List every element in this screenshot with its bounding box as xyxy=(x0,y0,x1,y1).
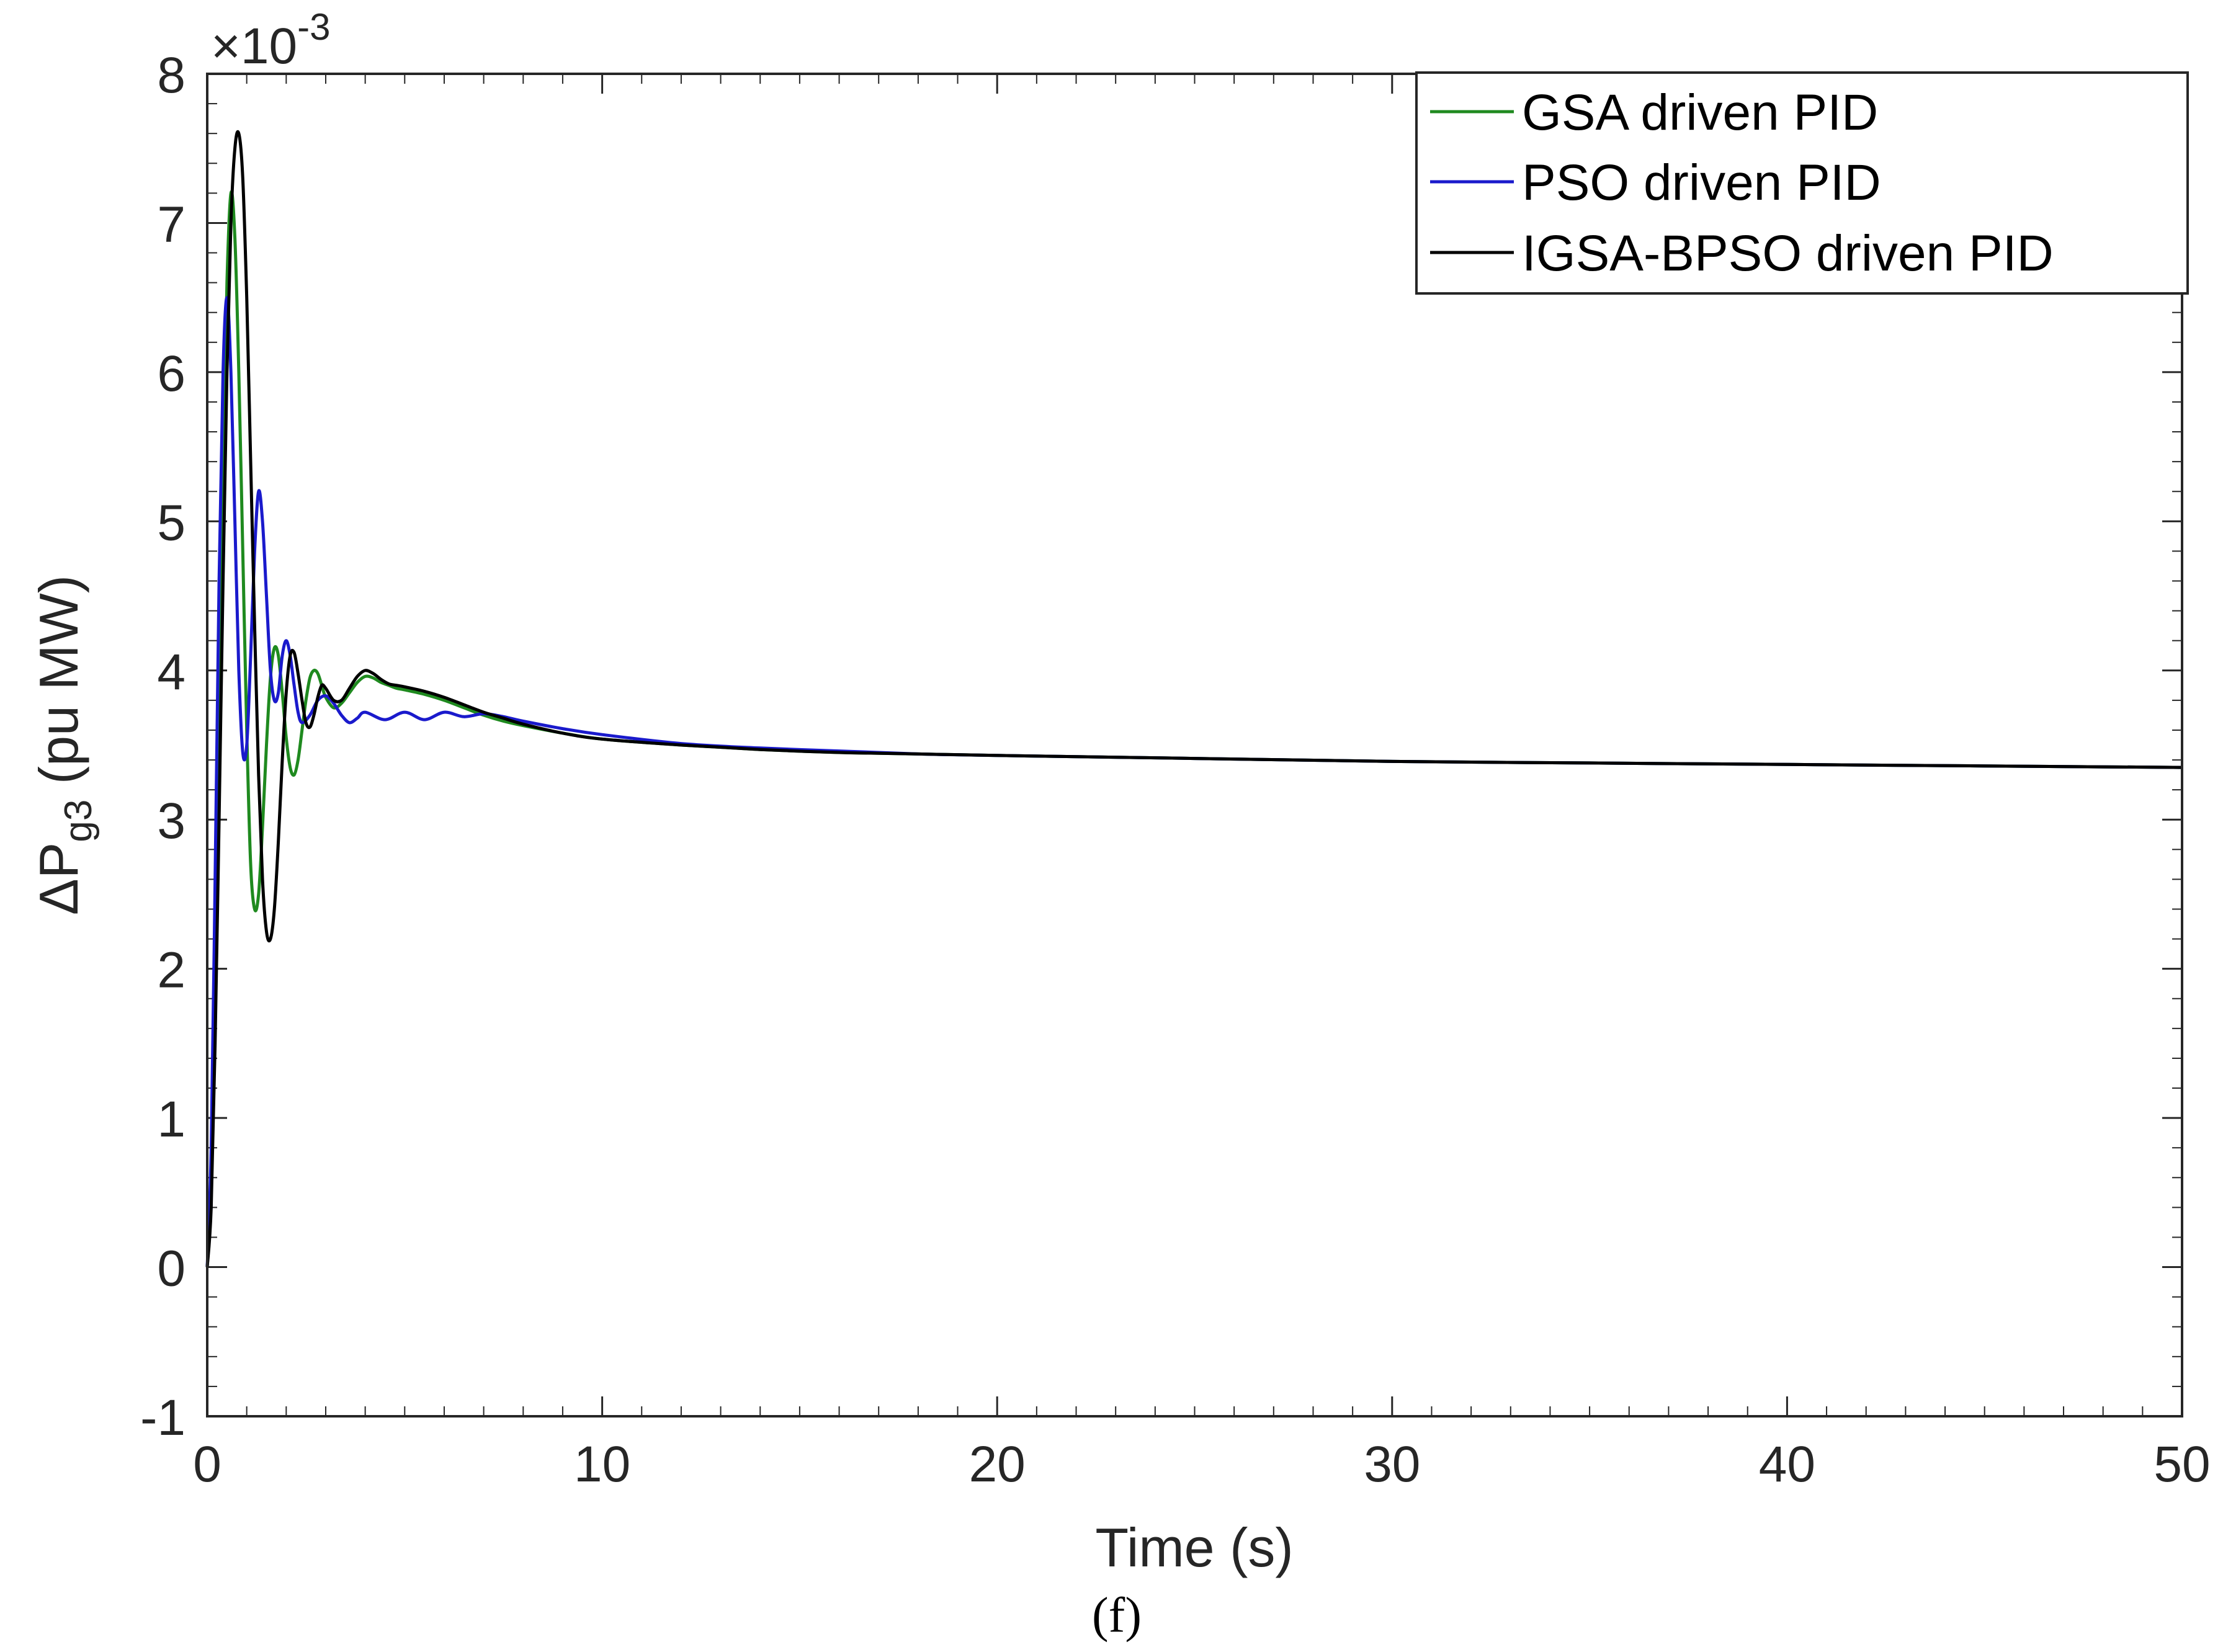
plot-area-border xyxy=(206,73,2183,1418)
legend-box xyxy=(1415,71,2189,295)
figure-caption: (f) xyxy=(1092,1588,1142,1643)
x-axis-label: Time (s) xyxy=(1095,1517,1293,1578)
x-tick-label: 20 xyxy=(969,1436,1026,1493)
y-tick-label: 8 xyxy=(157,47,186,104)
y-tick-label: 3 xyxy=(157,793,186,849)
y-tick-label: -1 xyxy=(140,1390,186,1446)
exponent-power: -3 xyxy=(297,6,330,48)
x-tick-label: 0 xyxy=(193,1436,221,1493)
x-tick-label: 10 xyxy=(574,1436,630,1493)
legend-label-gsa: GSA driven PID xyxy=(1522,84,1878,141)
series-lines xyxy=(205,130,2183,1267)
y-tick-label: 0 xyxy=(157,1241,186,1297)
y-tick-label: 7 xyxy=(157,196,186,252)
y-axis-label: ΔPg3 (pu MW) xyxy=(28,575,100,915)
legend: GSA driven PID PSO driven PID IGSA-BPSO … xyxy=(1415,71,2189,295)
x-tick-label: 50 xyxy=(2154,1436,2210,1493)
y-axis-label-main: ΔP xyxy=(28,842,89,915)
x-tick-label: 40 xyxy=(1759,1436,1815,1493)
y-axis-label-unit: (pu MW) xyxy=(28,575,89,800)
x-tick-labels: 0 10 20 30 40 50 xyxy=(193,1436,2210,1493)
y-tick-label: 5 xyxy=(157,494,186,551)
exponent-label: ×10-3 xyxy=(211,6,330,74)
y-tick-labels: -1 0 1 2 3 4 5 6 7 8 xyxy=(140,47,186,1446)
series-line-2 xyxy=(205,130,2183,1267)
y-axis-label-sub: g3 xyxy=(57,800,100,842)
y-tick-label: 4 xyxy=(157,644,186,700)
legend-label-igsa-bpso: IGSA-BPSO driven PID xyxy=(1522,225,2054,282)
exponent-base: ×10 xyxy=(211,18,297,74)
y-tick-label: 6 xyxy=(157,346,186,402)
legend-label-pso: PSO driven PID xyxy=(1522,154,1881,211)
y-tick-label: 1 xyxy=(157,1091,186,1148)
x-tick-label: 30 xyxy=(1364,1436,1420,1493)
y-tick-label: 2 xyxy=(157,942,186,999)
